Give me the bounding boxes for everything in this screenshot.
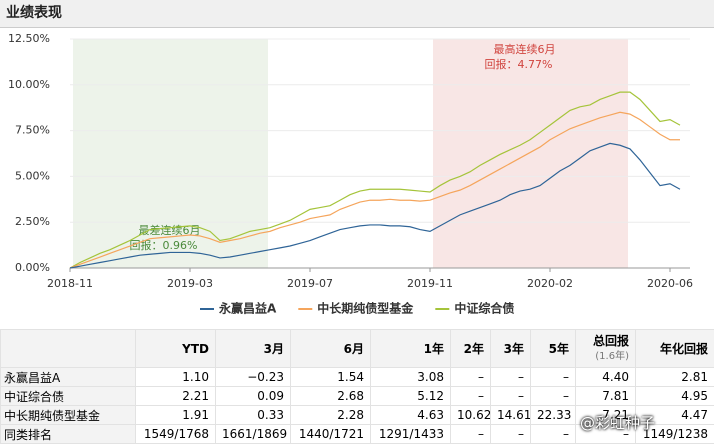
table-row: 中证综合债 2.21 0.09 2.68 5.12– – –7.81 4.95 (0, 386, 714, 406)
column-header-text: 5年 (548, 341, 569, 356)
header-row: YTD 3月 6月 1年 2年 3年 5年 总回报 (1.6年) 年化回报 (0, 329, 714, 368)
column-header: 2年 (450, 329, 491, 368)
column-header-text: YTD (182, 341, 209, 356)
x-tick-label: 2018-11 (47, 277, 93, 290)
table-cell: 1.54 (290, 367, 371, 387)
y-tick-label: 2.50% (15, 215, 50, 228)
x-tick-label: 2019-03 (167, 277, 213, 290)
row-label: 永赢昌益A (0, 367, 136, 387)
column-header: 总回报 (1.6年) (575, 329, 636, 368)
section-title: 业绩表现 (0, 0, 714, 28)
table-cell: 14.61 (490, 405, 531, 425)
table-cell: 1440/1721 (290, 424, 371, 444)
x-tick-label: 2019-07 (287, 277, 333, 290)
chart: 0.00% 2.50% 5.00% 7.50% 10.00% 12.50% 2018-11 2… (8, 32, 693, 316)
series-line (69, 142, 681, 269)
y-tick-label: 5.00% (15, 169, 50, 182)
x-tick-label: 2020-06 (647, 277, 693, 290)
table-cell: – (450, 424, 491, 444)
annotation: 回报：0.96% (130, 238, 198, 252)
y-tick-label: 12.50% (8, 32, 50, 45)
column-header: 3月 (215, 329, 291, 368)
table-cell: 1.91 (135, 405, 216, 425)
column-header (0, 329, 136, 368)
column-header-text: 6月 (343, 341, 364, 356)
watermark: @彩虹种子 (580, 414, 656, 432)
table-cell: 4.95 (635, 386, 714, 406)
table-cell: 7.81 (575, 386, 636, 406)
column-header-text: 3年 (503, 341, 524, 356)
column-header-text: 1年 (423, 341, 444, 356)
table-cell: – (530, 424, 576, 444)
table-cell: 4.63 (370, 405, 451, 425)
x-tick-label: 2019-11 (407, 277, 453, 290)
legend-label: 中长期纯债型基金 (317, 301, 414, 316)
table-cell: 0.09 (215, 386, 291, 406)
row-label: 同类排名 (0, 424, 136, 444)
table-cell: – (530, 367, 576, 387)
legend-label: 中证综合债 (454, 301, 514, 316)
table-cell: 2.68 (290, 386, 371, 406)
table-cell: – (450, 367, 491, 387)
table-row: 永赢昌益A 1.10 −0.23 1.54 3.08– – –4.40 2.81 (0, 367, 714, 387)
table-cell: 2.28 (290, 405, 371, 425)
column-header: 1年 (370, 329, 451, 368)
y-tick-label: 0.00% (15, 261, 50, 274)
y-tick-label: 10.00% (8, 78, 50, 91)
table-cell: 1549/1768 (135, 424, 216, 444)
column-header-text: 3月 (263, 341, 284, 356)
table-cell: 1291/1433 (370, 424, 451, 444)
row-label: 中长期纯债型基金 (0, 405, 136, 425)
column-note: (1.6年) (595, 350, 629, 362)
column-header: 6月 (290, 329, 371, 368)
performance-table: YTD 3月 6月 1年 2年 3年 5年 总回报 (1.6年) 年化回报永赢昌益A 1.10 −0.… (0, 329, 714, 444)
row-label: 中证综合债 (0, 386, 136, 406)
table-cell: 2.81 (635, 367, 714, 387)
table-cell: 2.21 (135, 386, 216, 406)
table-cell: 1661/1869 (215, 424, 291, 444)
table-cell: – (490, 386, 531, 406)
table-cell: 0.33 (215, 405, 291, 425)
column-header: 年化回报 (635, 329, 714, 368)
series-line (69, 111, 680, 269)
table-cell: −0.23 (215, 367, 291, 387)
table-cell: 4.40 (575, 367, 636, 387)
table-cell: 10.62 (450, 405, 491, 425)
table-cell: 22.33 (530, 405, 576, 425)
table-row: 同类排名 1549/1768 1661/1869 1440/1721 1291/1433… (0, 424, 714, 444)
column-header: YTD (135, 329, 216, 368)
table-cell: 3.08 (370, 367, 451, 387)
column-header-text: 年化回报 (659, 341, 708, 356)
table-row: 中长期纯债型基金 1.91 0.33 2.28 4.63 10.62 14.61 22.33 7… (0, 405, 714, 425)
table-cell: – (490, 367, 531, 387)
table-cell: 4.47 (635, 405, 714, 425)
table-cell: 1149/1238 (635, 424, 714, 444)
y-tick-label: 7.50% (15, 124, 50, 137)
highlight-region (433, 39, 628, 268)
legend-label: 永赢昌益A (218, 301, 277, 316)
table-cell: – (450, 386, 491, 406)
x-tick-label: 2020-02 (527, 277, 573, 290)
annotation: 最高连续6月 (494, 42, 556, 56)
highlight-region (73, 39, 268, 268)
column-header-text: 总回报 (592, 333, 629, 348)
table-cell: 1.10 (135, 367, 216, 387)
column-header-text: 2年 (463, 341, 484, 356)
table-cell: 5.12 (370, 386, 451, 406)
column-header: 3年 (490, 329, 531, 368)
annotation: 回报：4.77% (485, 57, 553, 71)
column-header: 5年 (530, 329, 576, 368)
table-cell: – (530, 386, 576, 406)
table-cell: – (490, 424, 531, 444)
series-line (69, 91, 681, 269)
